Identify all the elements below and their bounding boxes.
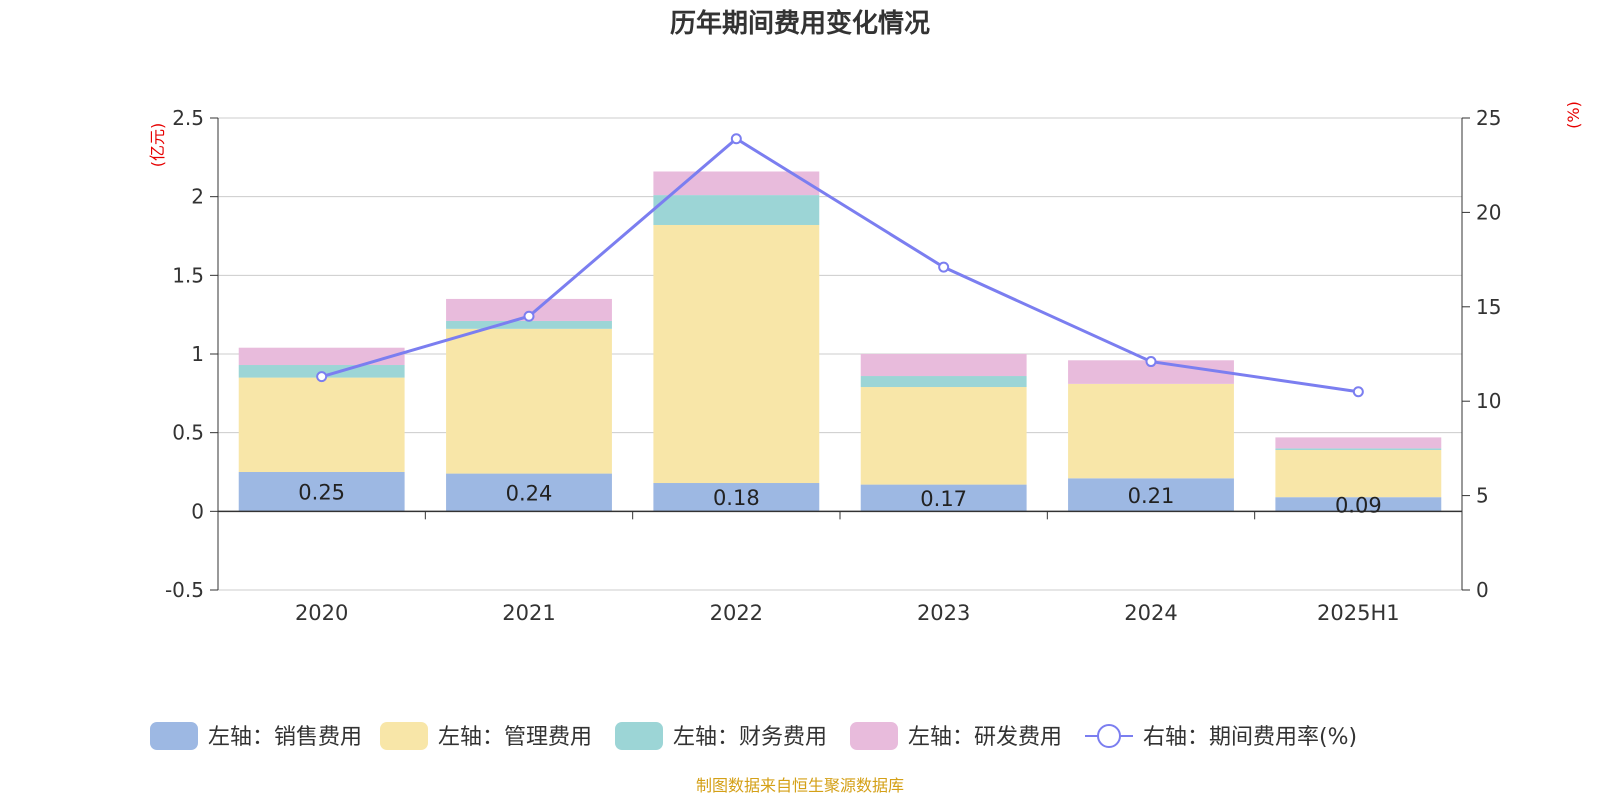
legend-item[interactable]: 右轴：期间费用率(%) [1085,724,1357,750]
right-axis-tick-label: 0 [1476,578,1489,602]
data-label: 0.24 [506,481,553,505]
bar-segment[interactable] [1275,437,1442,449]
right-axis-tick-label: 20 [1476,200,1501,224]
left-axis-tick-label: 1 [191,342,204,366]
left-axis-unit: (亿元) [148,123,167,168]
left-axis-tick-label: 0 [191,499,204,523]
legend-label: 左轴：研发费用 [908,725,1062,750]
rate-point[interactable] [1352,386,1364,398]
bar-segment[interactable] [1275,497,1442,512]
x-axis-tick-label: 2024 [1124,601,1177,625]
legend-item[interactable]: 左轴：管理费用 [380,722,592,750]
left-axis-tick-label: 2.5 [172,106,204,130]
bar-segment[interactable] [1275,448,1442,450]
legend-marker [1097,724,1121,748]
bar-segment[interactable] [446,473,612,512]
legend-label: 右轴：期间费用率(%) [1143,725,1357,750]
legend-swatch [150,722,198,750]
chart-title: 历年期间费用变化情况 [670,8,930,39]
bar-segment[interactable] [238,377,405,472]
legend-label: 左轴：财务费用 [673,725,827,750]
data-label: 0.21 [1128,484,1175,508]
data-label: 0.25 [298,481,345,505]
rate-point[interactable] [730,133,742,145]
rate-point[interactable] [523,310,535,322]
legend-label: 左轴：销售费用 [208,725,362,750]
legend-item[interactable]: 左轴：财务费用 [615,722,827,750]
bar-segment[interactable] [653,483,820,512]
rate-point[interactable] [1145,356,1157,368]
bar-segment[interactable] [1068,478,1234,512]
rate-line [321,136,1359,394]
legend-swatch [850,722,898,750]
bar-segment[interactable] [238,472,405,512]
left-axis-tick-label: 1.5 [172,263,204,287]
bar-segment[interactable] [860,387,1027,485]
x-axis-tick-label: 2022 [710,601,763,625]
source-note: 制图数据来自恒生聚源数据库 [696,776,904,795]
legend-item[interactable]: 左轴：销售费用 [150,722,362,750]
bar-segment[interactable] [446,298,612,321]
rate-point[interactable] [316,371,328,383]
data-label: 0.17 [920,487,967,511]
data-label: 0.18 [713,486,760,510]
right-axis-tick-label: 10 [1476,389,1501,413]
bar-segment[interactable] [1275,449,1442,498]
legend-swatch [380,722,428,750]
bar-segment[interactable] [860,484,1027,512]
rate-point[interactable] [938,261,950,273]
data-label: 0.09 [1335,493,1382,517]
bar-segment[interactable] [653,171,820,196]
right-axis-tick-label: 5 [1476,484,1489,508]
bar-segment[interactable] [1068,383,1234,479]
right-axis-tick-label: 15 [1476,295,1501,319]
bar-segment[interactable] [653,195,820,225]
left-axis-tick-label: 2 [191,185,204,209]
bar-segment[interactable] [446,320,612,329]
bar-segment[interactable] [238,347,405,366]
left-axis-tick-label: 0.5 [172,421,204,445]
bar-segment[interactable] [860,376,1027,388]
right-axis-tick-label: 25 [1476,106,1501,130]
x-axis-tick-label: 2025H1 [1317,601,1400,625]
legend-label: 左轴：管理费用 [438,725,592,750]
x-axis-tick-label: 2021 [502,601,555,625]
legend-item[interactable]: 左轴：研发费用 [850,722,1062,750]
legend-swatch [615,722,663,750]
left-axis-tick-label: -0.5 [165,578,204,602]
right-axis-unit: (%) [1564,101,1583,129]
x-axis-tick-label: 2020 [295,601,348,625]
x-axis-tick-label: 2023 [917,601,970,625]
bar-segment[interactable] [446,328,612,474]
bar-segment[interactable] [860,354,1027,377]
bar-segment[interactable] [653,224,820,484]
